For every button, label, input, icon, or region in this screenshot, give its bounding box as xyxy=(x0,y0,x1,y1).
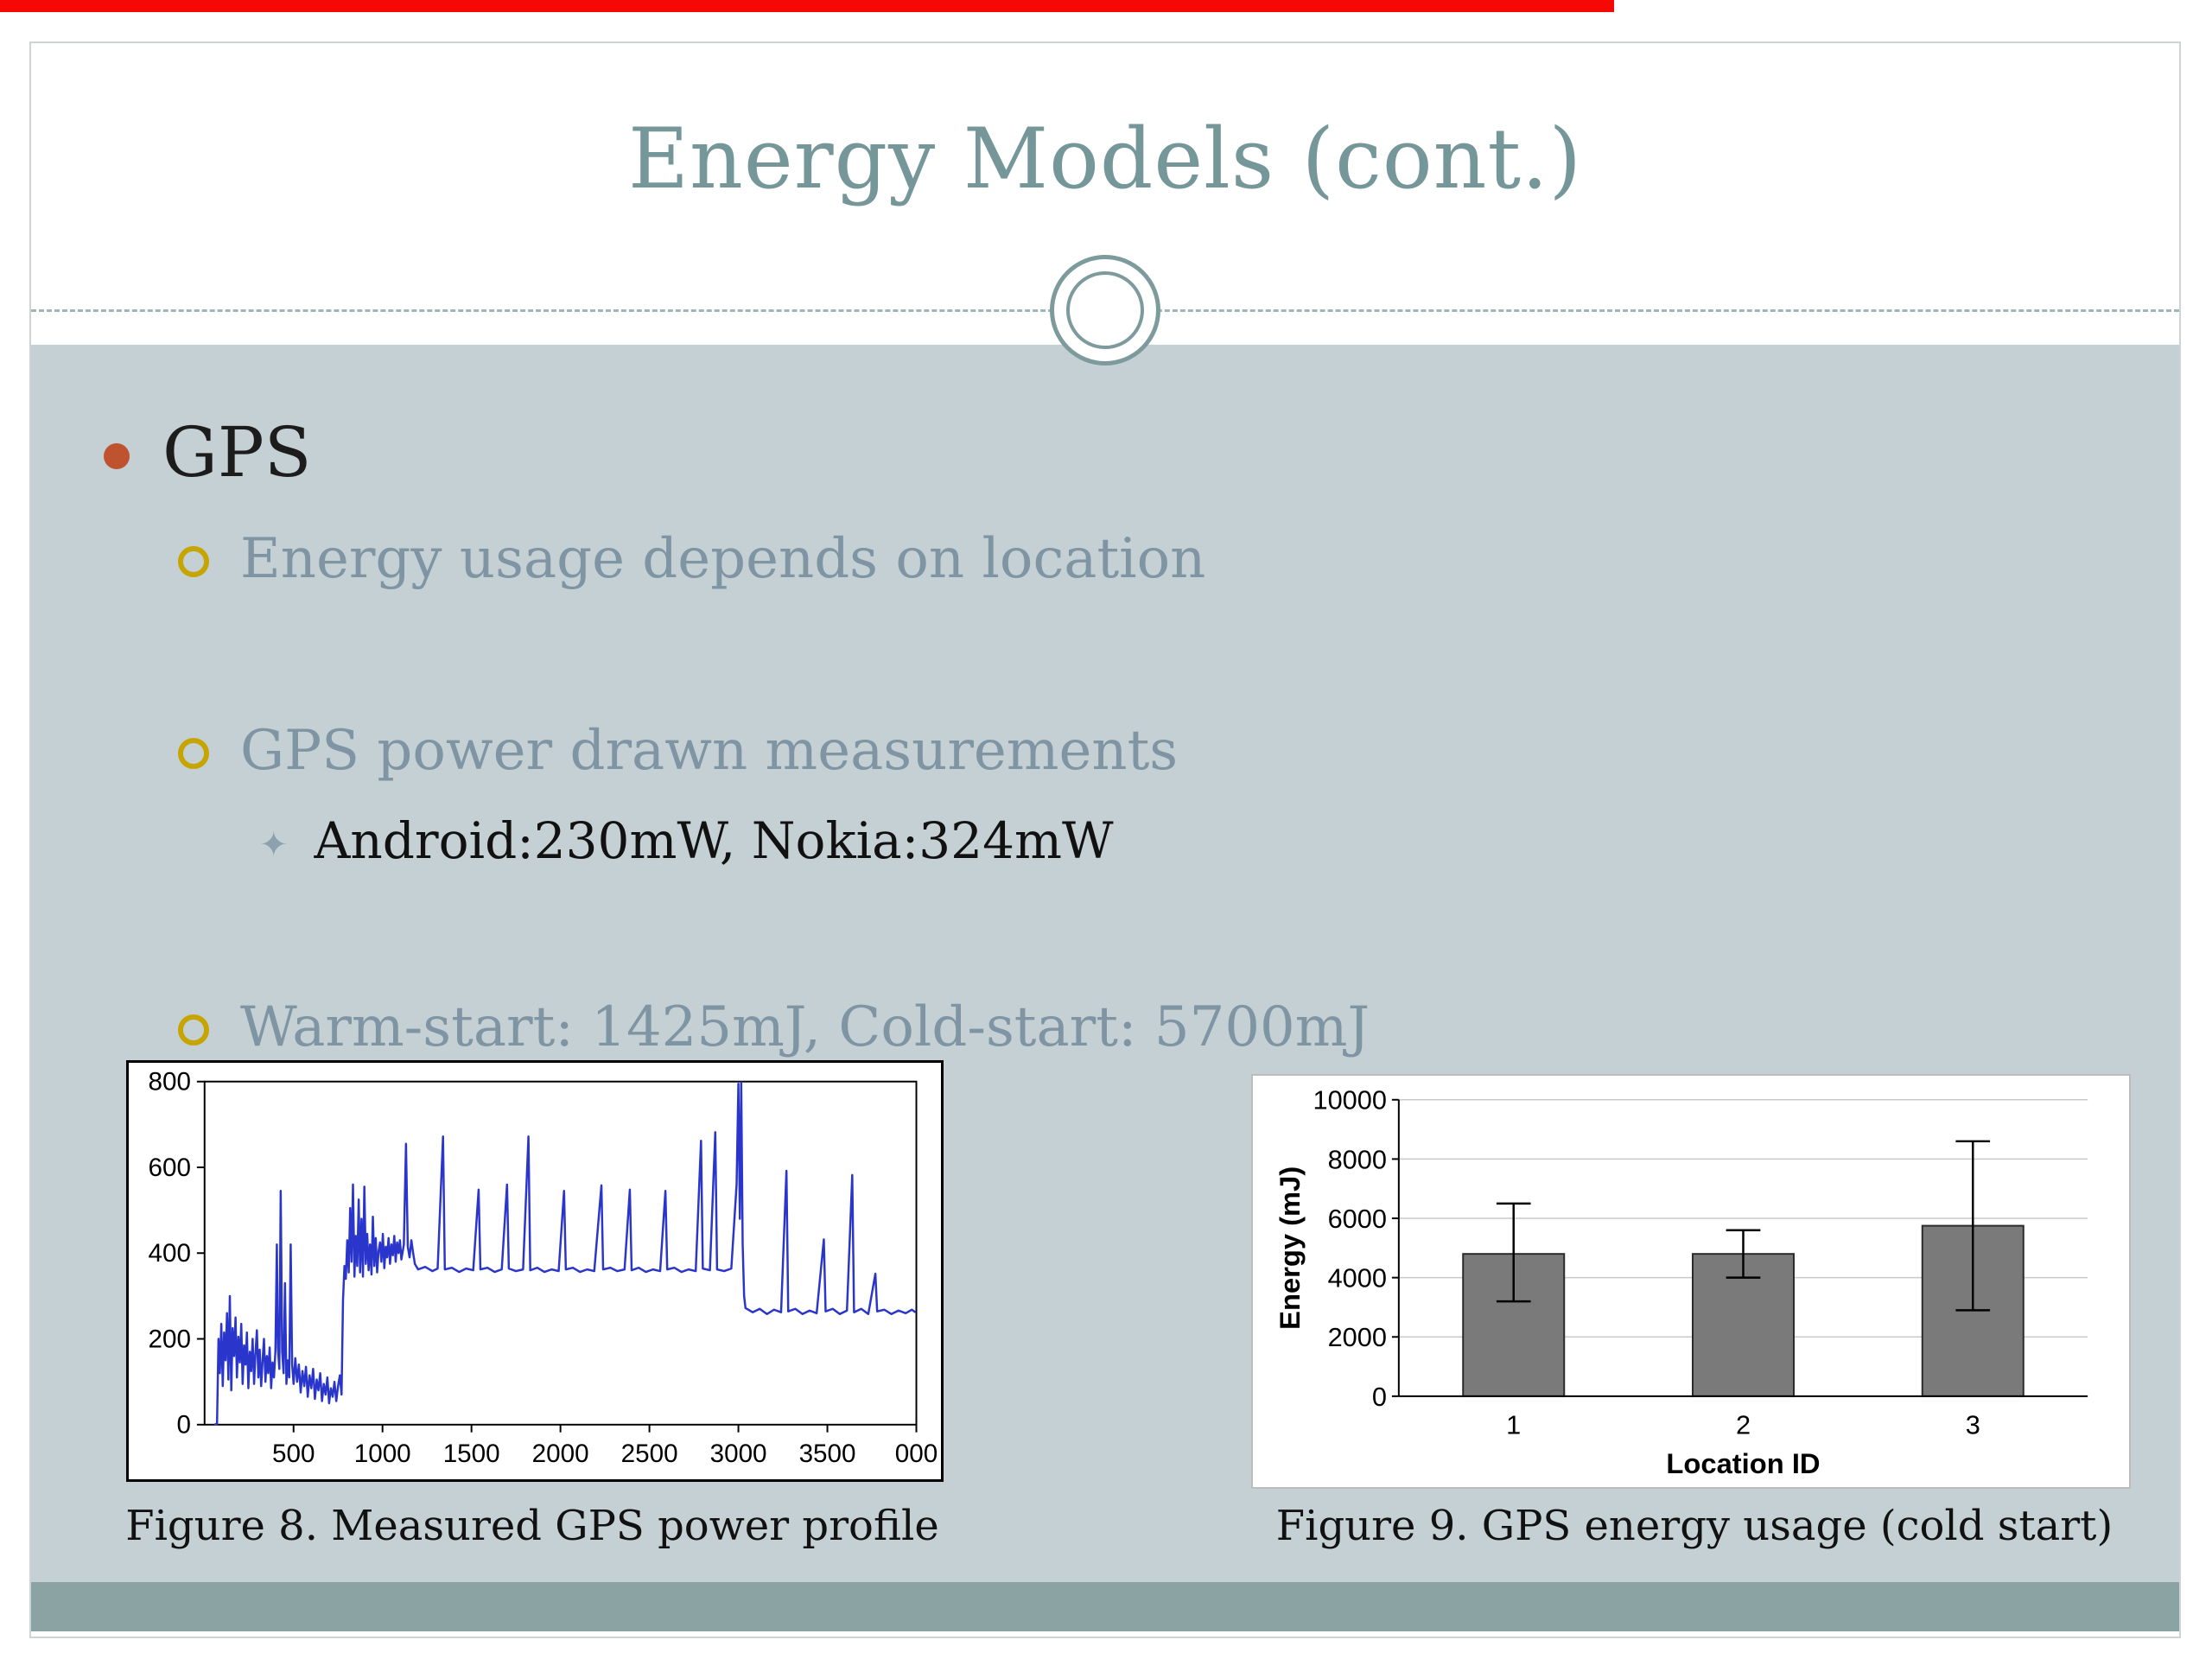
svg-text:2: 2 xyxy=(1736,1410,1751,1440)
top-red-strip xyxy=(0,0,1614,12)
bullet-dot-icon xyxy=(104,443,130,469)
svg-text:3000: 3000 xyxy=(710,1440,767,1468)
svg-text:1500: 1500 xyxy=(443,1440,500,1468)
svg-text:6000: 6000 xyxy=(1328,1204,1387,1234)
figure9-bar-chart: 1 2 3 0 2000 4000 6000 8000 10000 Location ID Ener… xyxy=(1274,1085,2088,1479)
slide: Energy Models (cont.) GPS Energy usage d… xyxy=(29,41,2181,1638)
svg-text:3: 3 xyxy=(1966,1410,1980,1440)
svg-text:8000: 8000 xyxy=(1328,1144,1387,1174)
svg-text:0: 0 xyxy=(1372,1382,1387,1412)
ring-bullet-icon xyxy=(178,738,209,770)
figure9-caption: Figure 9. GPS energy usage (cold start) xyxy=(1275,1502,2113,1550)
sub-bullet-power-label: GPS power drawn measurements xyxy=(240,719,1179,783)
figure9-panel: 1 2 3 0 2000 4000 6000 8000 10000 Location ID Ener… xyxy=(1251,1074,2131,1489)
detail-bullet-measurements: ✦ Android:230mW, Nokia:324mW xyxy=(259,811,1114,870)
svg-text:2000: 2000 xyxy=(1328,1322,1387,1352)
ring-bullet-icon xyxy=(178,1014,209,1046)
svg-text:10000: 10000 xyxy=(1313,1085,1386,1116)
svg-text:1: 1 xyxy=(1506,1410,1521,1440)
svg-text:200: 200 xyxy=(149,1325,191,1353)
ring-bullet-icon xyxy=(178,546,209,578)
footer-bar xyxy=(31,1582,2179,1631)
svg-text:4000: 4000 xyxy=(1328,1263,1387,1294)
svg-text:800: 800 xyxy=(149,1068,191,1096)
sub-bullet-start-energy-label: Warm-start: 1425mJ, Cold-start: 5700mJ xyxy=(240,995,1370,1059)
slide-title: Energy Models (cont.) xyxy=(627,111,1583,207)
svg-text:0: 0 xyxy=(176,1411,190,1440)
circle-ornament-icon xyxy=(1050,255,1160,365)
svg-text:3500: 3500 xyxy=(799,1440,856,1468)
sub-bullet-location-label: Energy usage depends on location xyxy=(240,527,1206,591)
sub-bullet-location: Energy usage depends on location xyxy=(178,529,1205,589)
svg-text:1000: 1000 xyxy=(354,1440,411,1468)
svg-text:400: 400 xyxy=(149,1239,191,1268)
sub-bullet-start-energy: Warm-start: 1425mJ, Cold-start: 5700mJ xyxy=(178,997,1370,1058)
svg-text:2000: 2000 xyxy=(532,1440,589,1468)
svg-text:Location ID: Location ID xyxy=(1666,1447,1820,1479)
figure8-caption: Figure 8. Measured GPS power profile xyxy=(125,1502,939,1550)
svg-text:2500: 2500 xyxy=(621,1440,678,1468)
svg-text:600: 600 xyxy=(149,1154,191,1182)
svg-text:000: 000 xyxy=(895,1440,938,1468)
circle-ornament-inner xyxy=(1066,271,1144,349)
bullet-gps: GPS xyxy=(104,415,312,491)
sub-bullet-power: GPS power drawn measurements xyxy=(178,721,1178,781)
detail-bullet-label: Android:230mW, Nokia:324mW xyxy=(314,811,1114,870)
figure8-line-chart: 0 200 400 600 800 500 1000 1500 2000 2500 3000 3500… xyxy=(149,1068,938,1469)
svg-text:500: 500 xyxy=(272,1440,315,1468)
figure8-panel: 0 200 400 600 800 500 1000 1500 2000 2500 3000 3500… xyxy=(126,1060,944,1482)
bullet-gps-label: GPS xyxy=(162,412,312,493)
star-bullet-icon: ✦ xyxy=(259,824,289,865)
svg-text:Energy (mJ): Energy (mJ) xyxy=(1274,1166,1306,1330)
